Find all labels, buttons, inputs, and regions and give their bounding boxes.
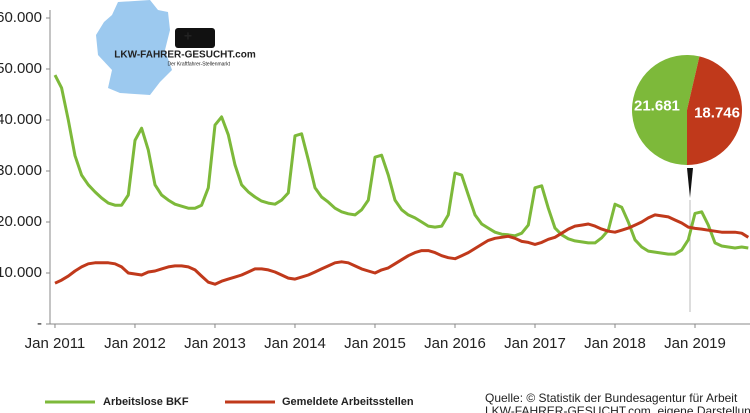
x-tick-label: Jan 2017 xyxy=(504,335,566,352)
x-tick-label: Jan 2013 xyxy=(184,335,246,352)
germany-map xyxy=(96,0,172,95)
y-tick-label: 30.000 xyxy=(0,162,42,179)
logo-title: LKW-FAHRER-GESUCHT.com xyxy=(114,50,256,61)
x-tick-label: Jan 2016 xyxy=(424,335,486,352)
plus-icon: + xyxy=(184,28,192,44)
x-tick-label: Jan 2019 xyxy=(664,335,726,352)
y-tick-label: 20.000 xyxy=(0,213,42,230)
legend-label: Gemeldete Arbeitsstellen xyxy=(282,396,414,408)
x-tick-label: Jan 2014 xyxy=(264,335,326,352)
y-tick-label: 40.000 xyxy=(0,111,42,128)
pie-slice xyxy=(631,54,700,165)
source: Quelle: © Statistik der Bundesagentur fü… xyxy=(485,391,738,405)
pie-slice xyxy=(687,56,742,166)
x-tick-label: Jan 2012 xyxy=(104,335,166,352)
x-tick-label: Jan 2011 xyxy=(25,335,86,352)
y-tick-label: 60.000 xyxy=(0,9,42,26)
x-tick-label: Jan 2015 xyxy=(344,335,406,352)
y-tick-label: 10.000 xyxy=(0,264,42,281)
logo-subtitle: Der Kraftfahrer-Stellenmarkt xyxy=(167,61,230,67)
legend-label: Arbeitslose BKF xyxy=(103,396,189,408)
pie-label: 21.681 xyxy=(634,98,680,115)
series-line xyxy=(53,74,749,256)
y-tick-label: - xyxy=(37,315,42,332)
truck-icon xyxy=(175,28,215,48)
pointer xyxy=(687,168,693,198)
series-line xyxy=(54,213,750,286)
logo: + LKW-FAHRER-GESUCHT.com Der Kraftfahrer… xyxy=(96,0,256,95)
y-tick-label: 50.000 xyxy=(0,60,42,77)
source: LKW-FAHRER-GESUCHT.com, eigene Darstellu… xyxy=(485,404,750,413)
x-tick-label: Jan 2018 xyxy=(584,335,646,352)
pie-label: 18.746 xyxy=(694,104,740,121)
